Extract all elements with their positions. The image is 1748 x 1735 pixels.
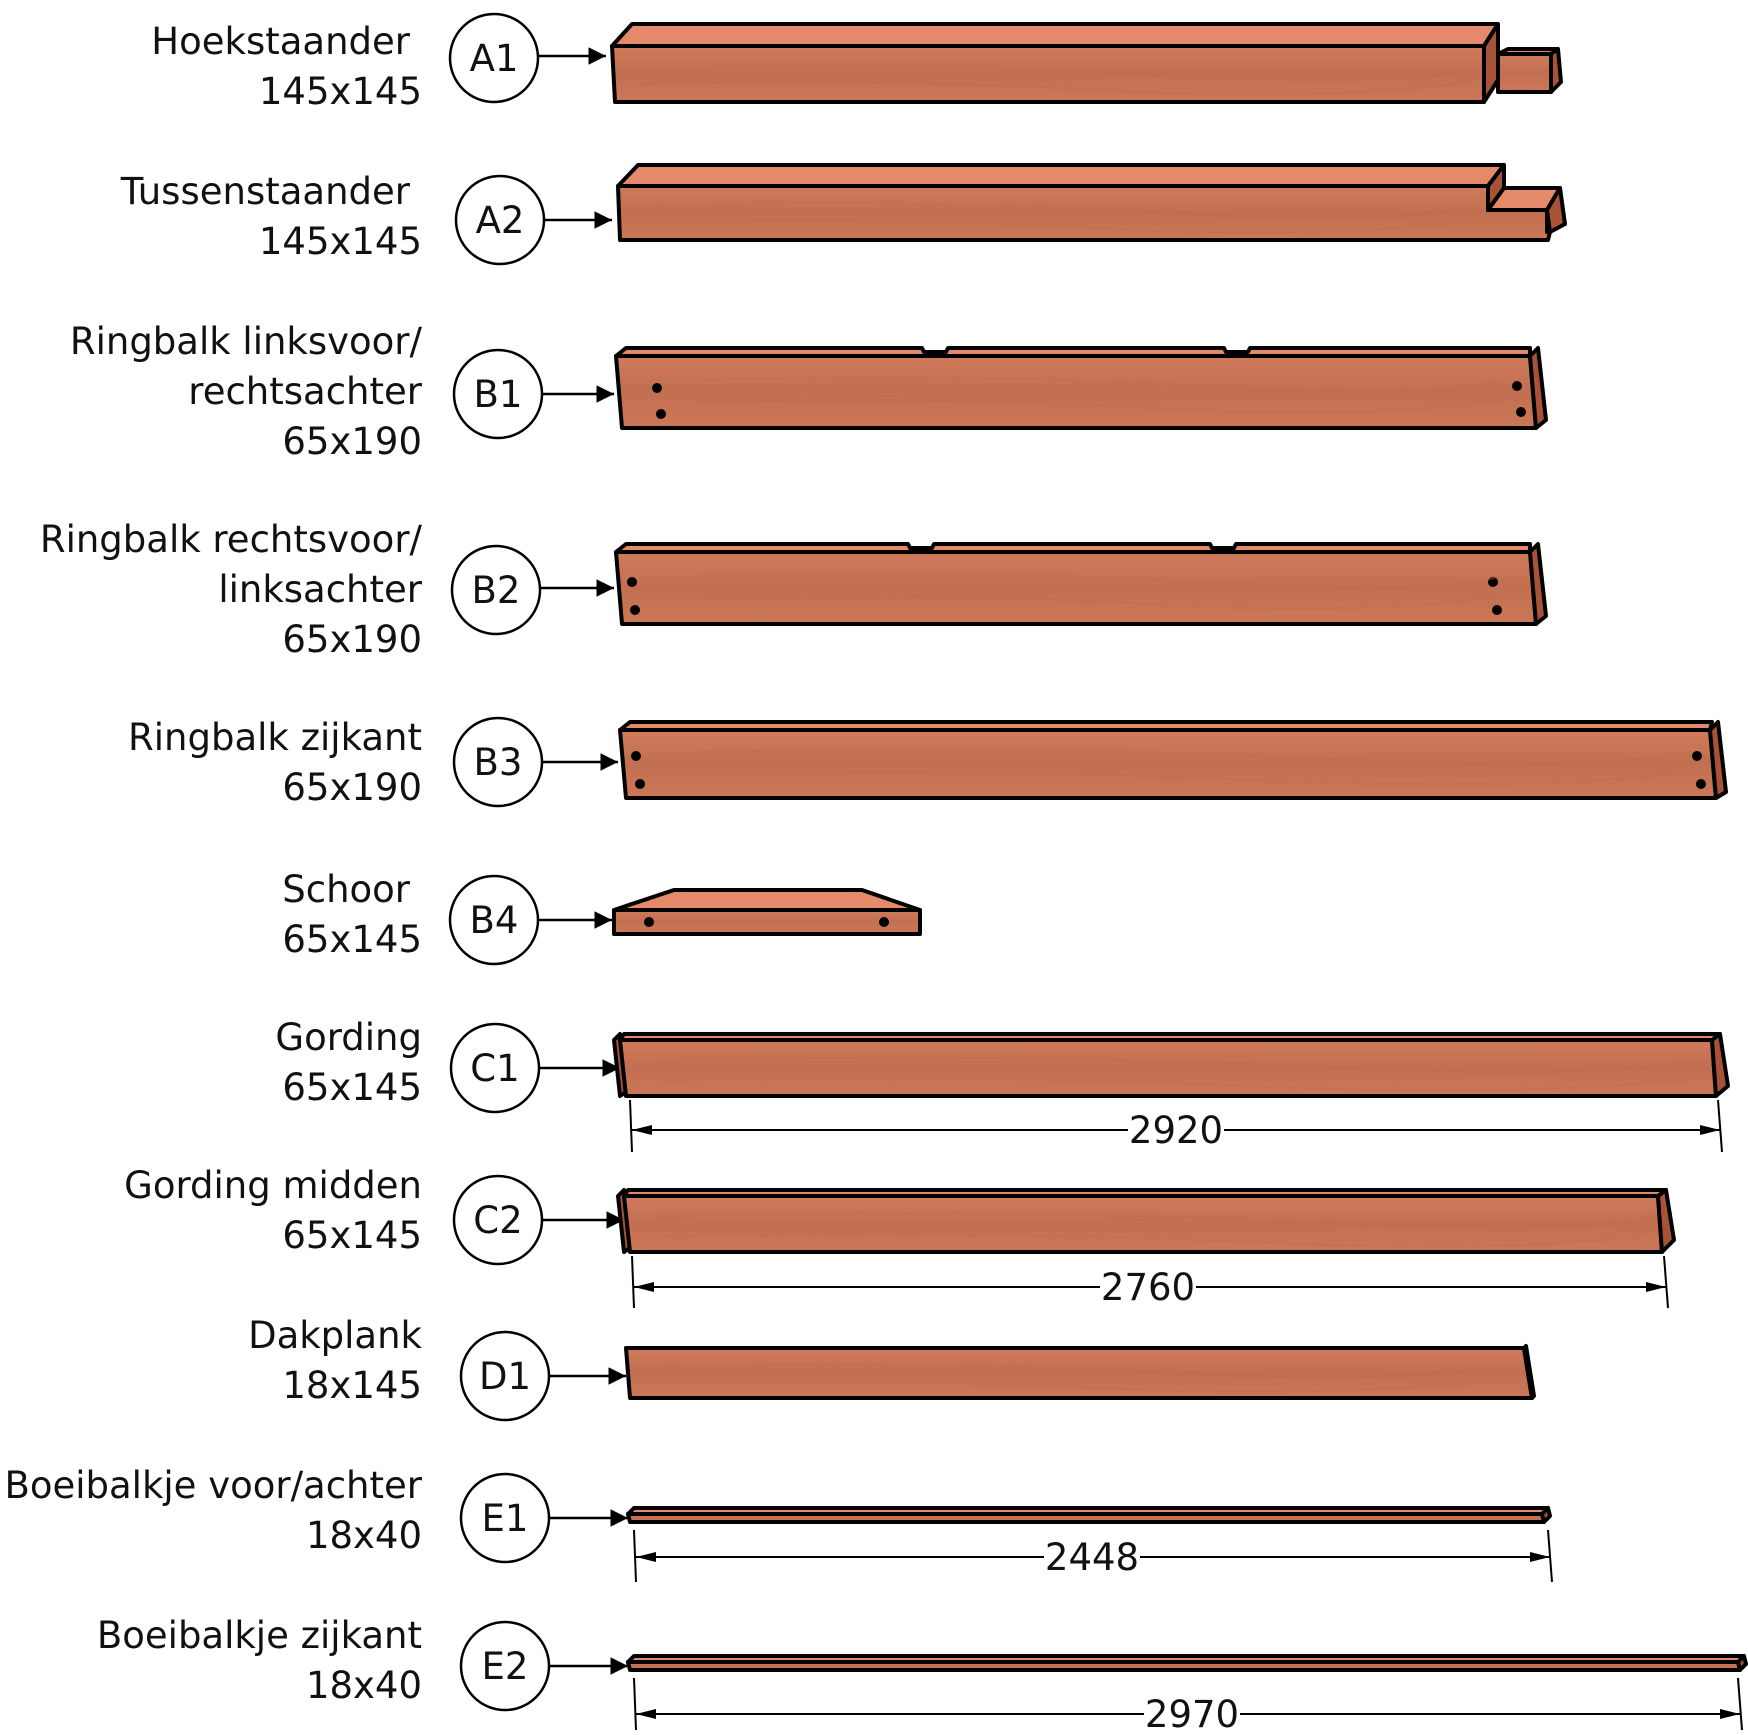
part-code: B4 xyxy=(470,899,519,942)
part-size: 145x145 xyxy=(259,220,422,263)
dimension-label: 2970 xyxy=(1145,1693,1239,1735)
part-code-circle xyxy=(450,544,542,636)
timber-c1 xyxy=(612,1032,1730,1098)
part-b1: Ringbalk linksvoor/ rechtsachter 65x190 … xyxy=(70,320,1548,463)
timber-c2 xyxy=(616,1188,1676,1254)
dimension-label: 2760 xyxy=(1101,1266,1195,1309)
part-name-line: Boeibalkje zijkant xyxy=(97,1614,422,1657)
timber-d1 xyxy=(624,1344,1536,1400)
part-size: 18x145 xyxy=(282,1364,422,1407)
part-a2: Tussenstaander 145x145 A2 xyxy=(120,163,1567,266)
timber-a2 xyxy=(616,163,1567,242)
part-size: 65x145 xyxy=(282,1214,422,1257)
part-b3: Ringbalk zijkant 65x190 B3 xyxy=(128,716,1728,809)
part-name-line: Boeibalkje voor/achter xyxy=(4,1464,422,1507)
part-code: A1 xyxy=(470,37,519,80)
part-name-line: Gording midden xyxy=(124,1164,422,1207)
part-c2: Gording midden 65x145 C2 2760 xyxy=(124,1164,1676,1309)
part-size: 65x145 xyxy=(282,1066,422,1109)
dimension-line: 2920 xyxy=(629,1099,1723,1153)
timber-b2 xyxy=(614,542,1548,626)
part-code: C2 xyxy=(473,1199,522,1242)
part-size: 18x40 xyxy=(306,1514,422,1557)
timber-a1 xyxy=(610,22,1563,104)
part-code: E2 xyxy=(482,1645,529,1688)
part-name-line: Ringbalk linksvoor/ xyxy=(70,320,423,363)
part-size: 18x40 xyxy=(306,1664,422,1707)
dimension-label: 2448 xyxy=(1045,1536,1139,1579)
part-name-line: Tussenstaander xyxy=(120,170,411,213)
timber-e2 xyxy=(626,1654,1748,1672)
part-name-line: Gording xyxy=(275,1016,422,1059)
part-code: A2 xyxy=(476,199,525,242)
part-name-line: Schoor xyxy=(282,868,411,911)
part-name-line: Ringbalk zijkant xyxy=(128,716,422,759)
part-d1: Dakplank 18x145 D1 xyxy=(248,1314,1536,1422)
dimension-line: 2760 xyxy=(631,1255,1669,1309)
part-code: E1 xyxy=(482,1497,529,1540)
part-code-circle xyxy=(448,12,540,104)
part-e2: Boeibalkje zijkant 18x40 E2 2970 xyxy=(97,1614,1748,1735)
dimension-line: 2448 xyxy=(633,1529,1553,1583)
part-b2: Ringbalk rechtsvoor/ linksachter 65x190 … xyxy=(40,518,1548,661)
part-name-line: linksachter xyxy=(218,568,422,611)
part-size: 65x190 xyxy=(282,420,422,463)
dimension-label: 2920 xyxy=(1129,1109,1223,1152)
part-size: 145x145 xyxy=(259,70,422,113)
timber-b3 xyxy=(618,720,1728,800)
part-code: D1 xyxy=(479,1355,531,1398)
part-b4: Schoor 65x145 B4 xyxy=(282,868,922,966)
timber-b4 xyxy=(612,888,922,936)
part-name-line: Hoekstaander xyxy=(151,20,410,63)
dimension-line: 2970 xyxy=(633,1677,1743,1735)
part-code: B2 xyxy=(472,569,521,612)
part-a1: Hoekstaander 145x145 A1 xyxy=(151,12,1563,113)
part-e1: Boeibalkje voor/achter 18x40 E1 2448 xyxy=(4,1464,1553,1583)
part-size: 65x190 xyxy=(282,618,422,661)
part-size: 65x190 xyxy=(282,766,422,809)
part-size: 65x145 xyxy=(282,918,422,961)
timber-b1 xyxy=(614,346,1548,430)
part-name-line: Dakplank xyxy=(248,1314,422,1357)
part-c1: Gording 65x145 C1 2920 xyxy=(275,1016,1730,1153)
part-code: C1 xyxy=(470,1047,519,1090)
part-code: B3 xyxy=(474,741,523,784)
part-name-line: rechtsachter xyxy=(188,370,422,413)
part-code: B1 xyxy=(474,373,523,416)
timber-e1 xyxy=(626,1506,1552,1524)
part-name-line: Ringbalk rechtsvoor/ xyxy=(40,518,423,561)
